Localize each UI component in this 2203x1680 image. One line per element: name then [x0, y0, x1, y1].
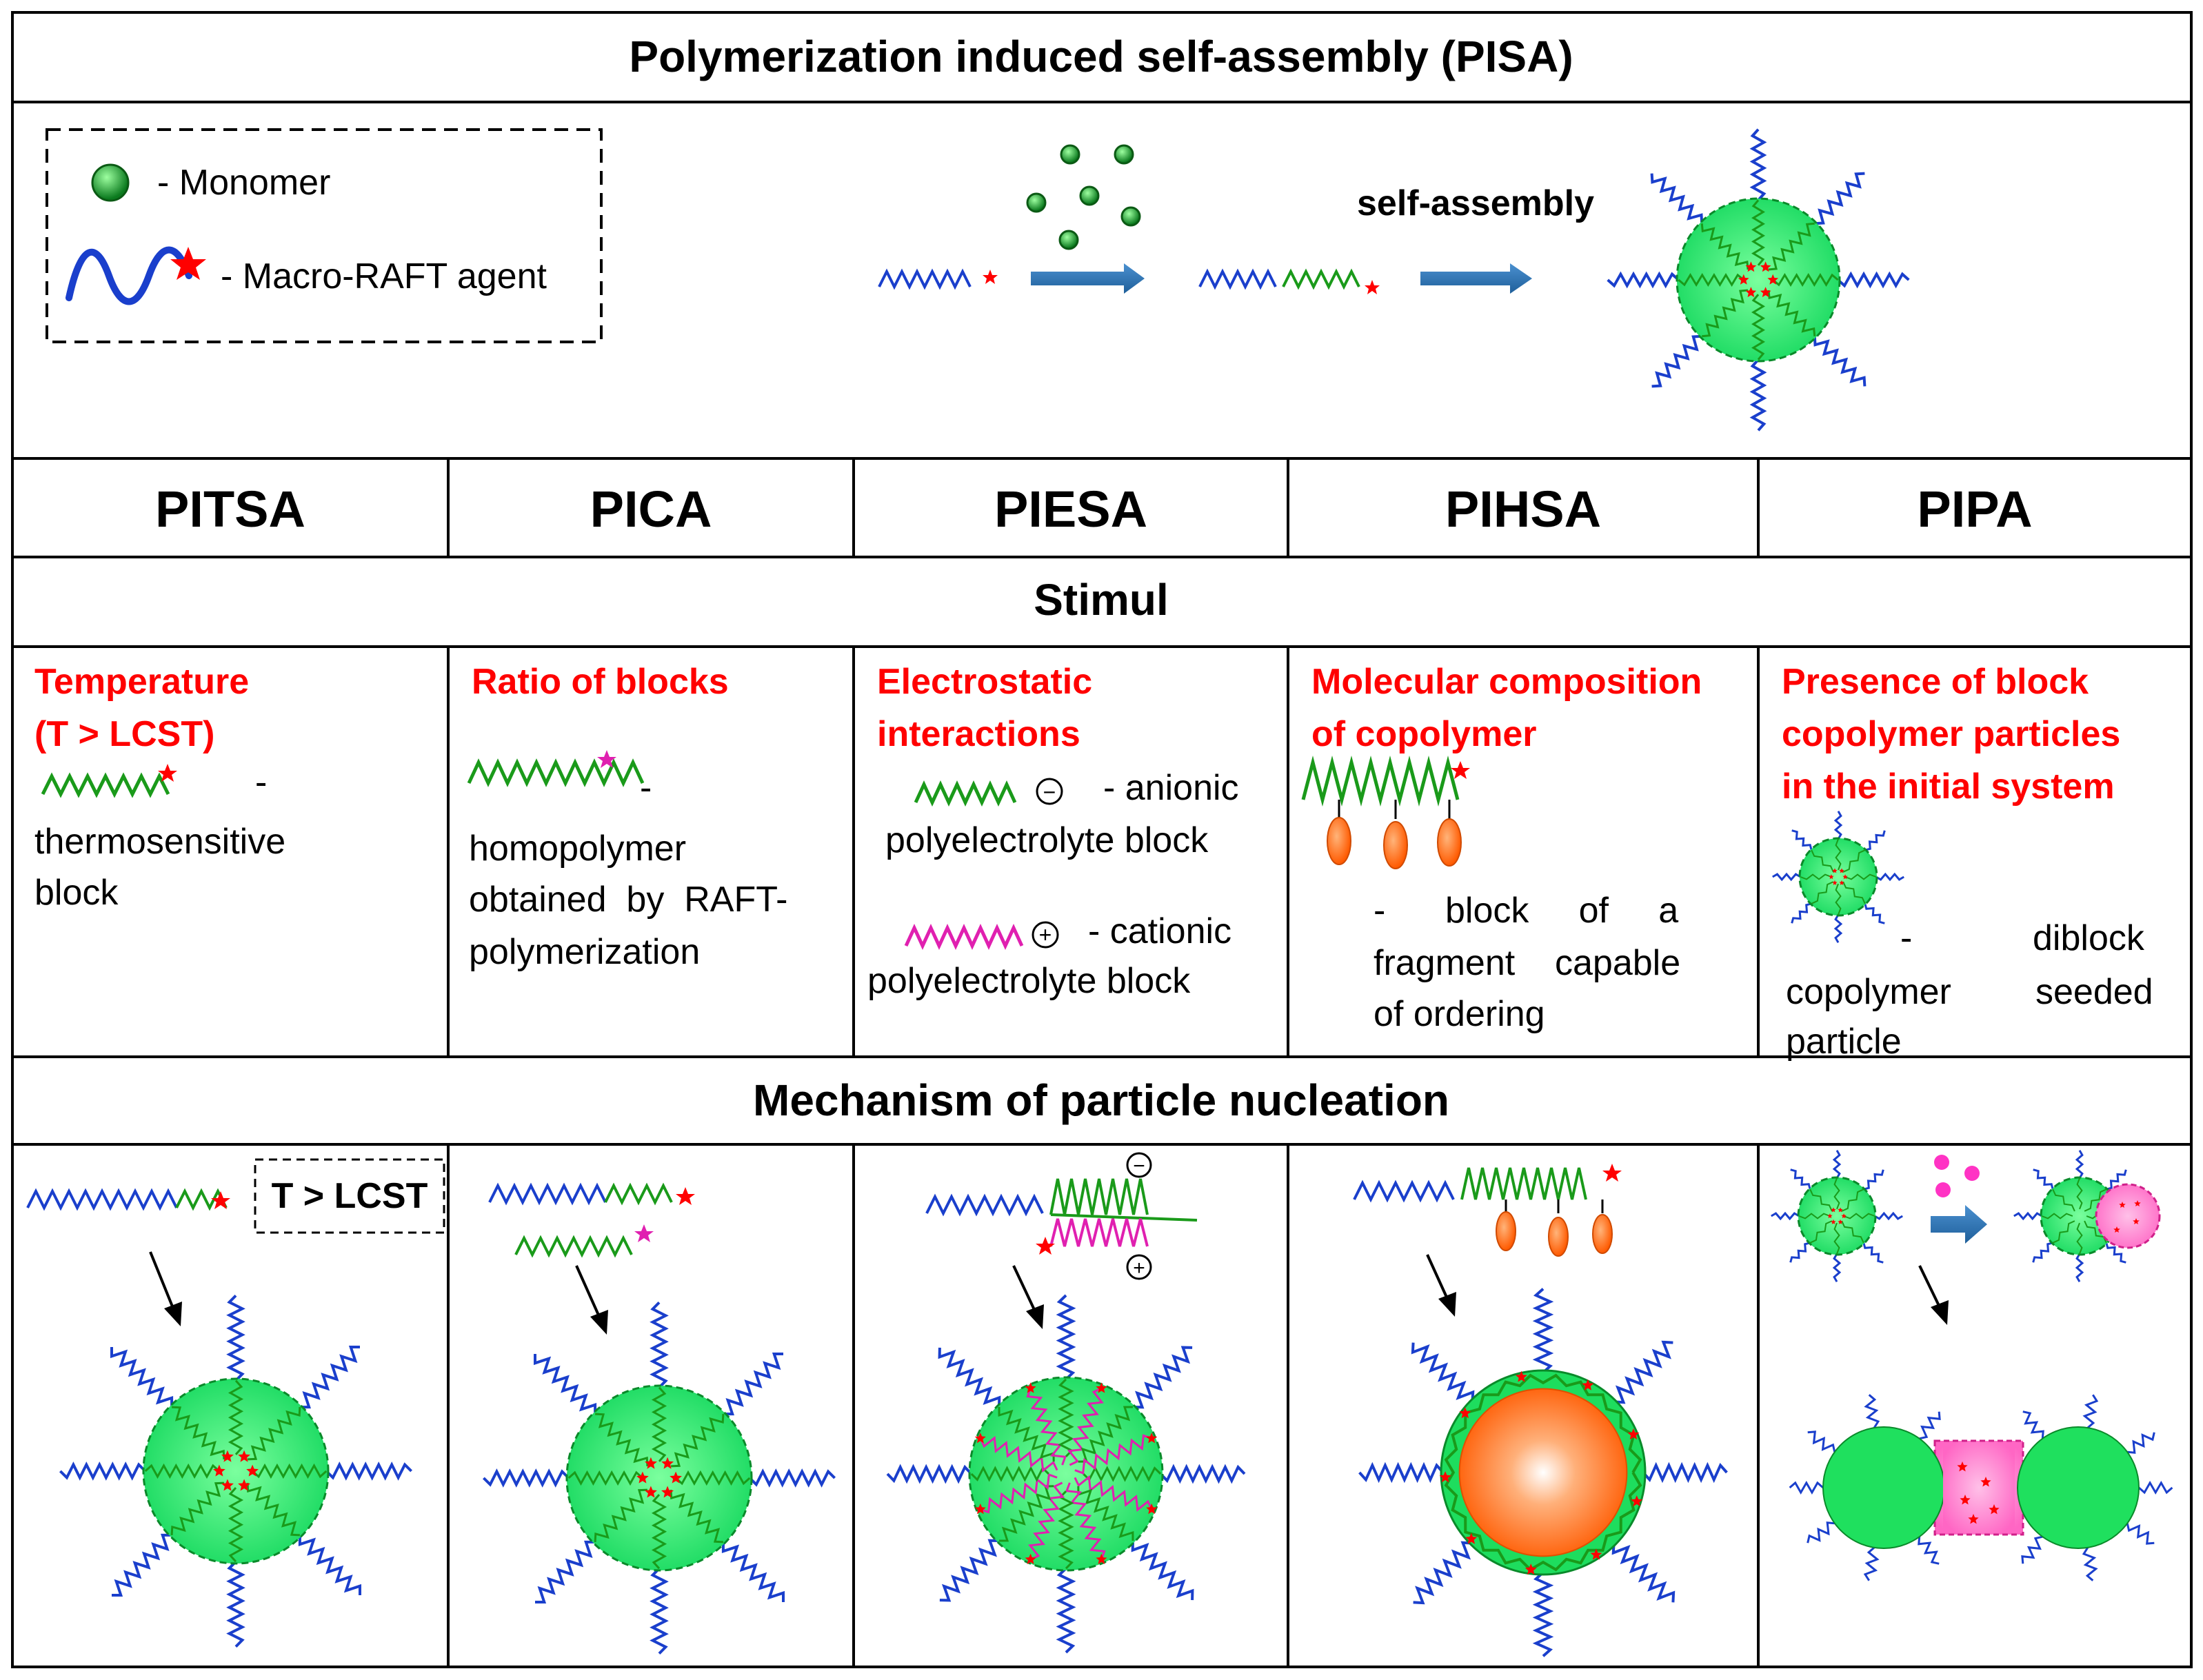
mechanism-pitsa: T > LCST [26, 1158, 445, 1648]
scheme-arrow-icon [1931, 1205, 1987, 1244]
down-arrow-icon [1918, 1265, 1949, 1325]
macro-raft-legend-label: - Macro-RAFT agent [221, 256, 547, 296]
stimulus-desc: diblock [2033, 918, 2145, 958]
stimulus-title: in the initial system [1782, 767, 2115, 807]
raft-star-icon [170, 247, 206, 280]
column-header-pipa: PIPA [1917, 480, 2032, 538]
dash: - [255, 762, 267, 802]
mesogen-fragment-icon [1327, 817, 1462, 869]
stimulus-title: interactions [877, 714, 1080, 754]
minus-charge-icon [1126, 1152, 1152, 1178]
scheme-arrow-icon [1031, 263, 1145, 294]
stimulus-desc: obtained by RAFT- [469, 880, 787, 920]
stimulus-title: Presence of block [1782, 662, 2089, 702]
macro-raft-legend-icon [66, 246, 192, 305]
minus-sign: − [1043, 780, 1056, 804]
column-header-piesa: PIESA [994, 480, 1147, 538]
table-grid [11, 11, 2193, 1668]
stimulus-title: Temperature [34, 662, 249, 702]
stimulus-title: of copolymer [1311, 714, 1537, 754]
anionic-label: - anionic [1103, 768, 1239, 808]
plus-sign: + [1133, 1257, 1145, 1279]
down-arrow-icon [575, 1265, 608, 1335]
piesa-micelle [886, 1294, 1246, 1654]
stimulus-piesa: Electrostatic interactions − - anionic p… [867, 662, 1239, 1001]
down-arrow-icon [1426, 1254, 1456, 1317]
dash: - [640, 768, 652, 808]
dash: - [1900, 918, 1912, 958]
pica-micelle [482, 1301, 836, 1655]
cationic-block-icon [904, 924, 1024, 950]
stimul-header: Stimul [1034, 575, 1169, 625]
stimulus-title: copolymer particles [1782, 714, 2120, 754]
plus-sign: + [1039, 922, 1052, 947]
stimulus-pipa: Presence of block copolymer particles in… [1772, 662, 2153, 1062]
pisa-scheme: self-assembly [878, 128, 1910, 432]
column-header-pitsa: PITSA [155, 480, 305, 538]
stimulus-desc: particle [1786, 1022, 1902, 1062]
page-title: Polymerization induced self-assembly (PI… [629, 32, 1573, 81]
stimulus-title: Ratio of blocks [472, 662, 729, 702]
column-header-pihsa: PIHSA [1445, 480, 1601, 538]
legend-box: - Monomer - Macro-RAFT agent [46, 128, 603, 343]
stimulus-desc: thermosensitive [34, 822, 285, 862]
stimulus-desc: homopolymer [469, 829, 686, 869]
stimulus-pitsa: Temperature (T > LCST) - thermosensitive… [34, 662, 285, 913]
grown-particle-icon [2013, 1150, 2161, 1282]
mechanism-pihsa [1353, 1164, 1728, 1657]
stimulus-desc: fragment capable [1374, 943, 1680, 983]
pitsa-micelle [59, 1294, 413, 1648]
stimulus-desc: copolymer [1786, 972, 1951, 1012]
lcst-condition-label: T > LCST [272, 1176, 428, 1216]
column-header-pica: PICA [590, 480, 712, 538]
thermosensitive-block-icon [41, 772, 170, 798]
stimulus-desc: polymerization [469, 932, 700, 972]
lcst-condition-box [254, 1158, 445, 1234]
self-assembly-label: self-assembly [1357, 183, 1594, 223]
cationic-label: - cationic [1088, 911, 1231, 951]
stimulus-title: Molecular composition [1311, 662, 1702, 702]
mechanism-piesa: − + [886, 1152, 1246, 1654]
down-arrow-icon [149, 1251, 182, 1326]
mechanism-header: Mechanism of particle nucleation [753, 1075, 1449, 1125]
stimulus-desc: of ordering [1374, 994, 1545, 1034]
stimulus-title: (T > LCST) [34, 714, 214, 754]
down-arrow-icon [1012, 1265, 1044, 1329]
cationic-desc: polyelectrolyte block [867, 961, 1191, 1001]
plus-charge-icon [1126, 1254, 1152, 1280]
homopolymer-icon [467, 758, 645, 787]
minus-charge-icon [1036, 778, 1063, 805]
pisa-micelle [1607, 128, 1910, 432]
plus-charge-icon [1032, 921, 1059, 949]
stimulus-title: Electrostatic [877, 662, 1092, 702]
seed-particle-icon [1772, 811, 1904, 943]
stimulus-desc: seeded [2035, 972, 2153, 1012]
seed-particle-icon [1771, 1150, 1903, 1282]
scheme-arrow-icon [1420, 263, 1532, 294]
mechanism-pica [482, 1182, 836, 1655]
monomer-legend-label: - Monomer [157, 163, 330, 203]
mechanism-pipa [1771, 1150, 2173, 1581]
ordering-block-icon [1301, 756, 1460, 807]
pihsa-micelle [1358, 1288, 1728, 1657]
monomer-cluster [1026, 144, 1141, 250]
stimulus-desc: block [34, 873, 119, 913]
minus-sign: − [1133, 1155, 1145, 1177]
column-headers: PITSA PICA PIESA PIHSA PIPA [155, 480, 2033, 538]
stimulus-pihsa: Molecular composition of copolymer - blo… [1301, 662, 1702, 1034]
monomer-droplets [1934, 1155, 1980, 1197]
anionic-block-icon [914, 780, 1017, 807]
dumbbell-particle [1789, 1394, 2173, 1581]
anionic-desc: polyelectrolyte block [885, 820, 1209, 860]
monomer-legend-icon [91, 163, 130, 202]
stimulus-pica: Ratio of blocks - homopolymer obtained b… [467, 662, 787, 972]
stimulus-desc: - block of a [1374, 891, 1678, 931]
